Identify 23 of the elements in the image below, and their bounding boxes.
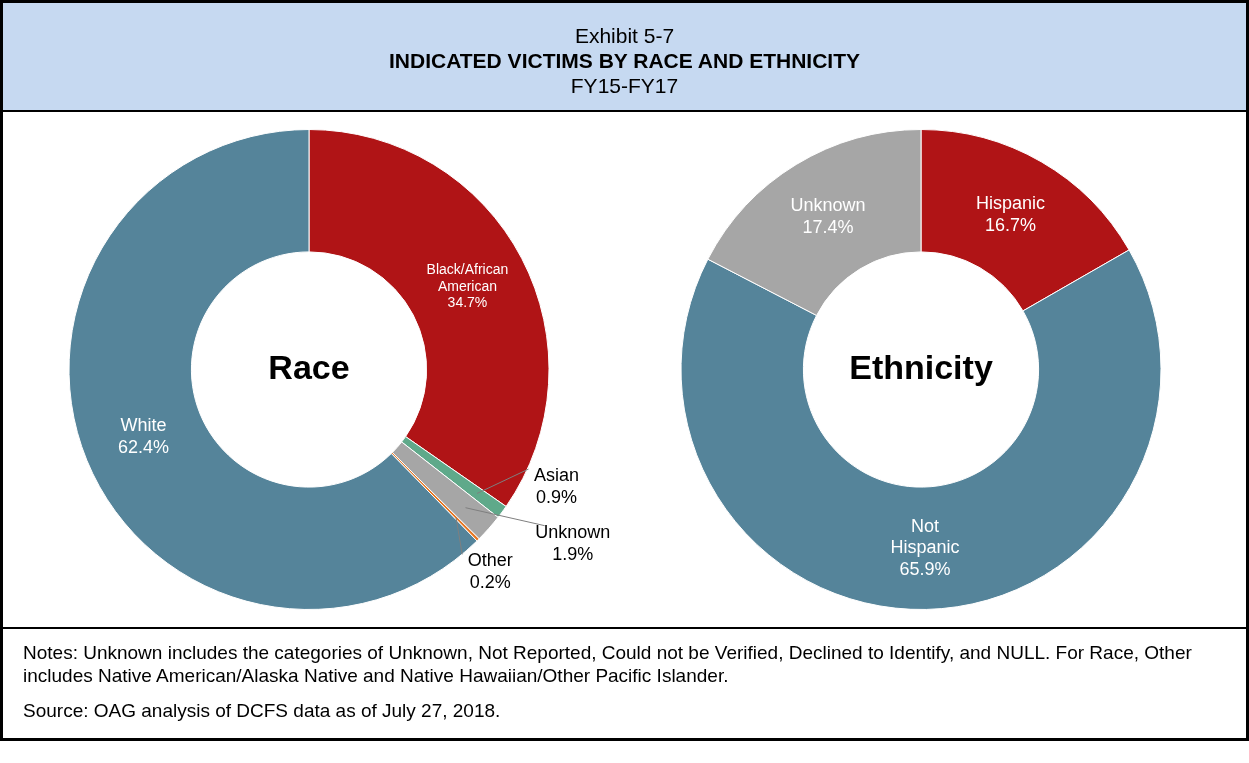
data-label: 0.9% bbox=[535, 487, 577, 508]
data-label: 16.7% bbox=[985, 214, 1037, 235]
slice-label: Hispanic bbox=[976, 192, 1046, 213]
slice-label: Other bbox=[467, 550, 513, 571]
data-label: 62.4% bbox=[117, 436, 169, 457]
text: INDICATED VICTIMS BY RACE AND ETHNICITY bbox=[388, 48, 861, 73]
text: FY15-FY17 bbox=[569, 73, 680, 98]
slice-label: White bbox=[120, 415, 167, 436]
text: Notes: Unknown includes the categories of Unknown, Not Reported, Could not be Verified, Declined to Identify, and NULL. For Race, Other includes Native American/Alaska Native and Native Hawaiian/Other Pacific Islander. bbox=[23, 641, 1193, 687]
text: Ethnicity bbox=[849, 347, 993, 386]
text: Exhibit 5-7 bbox=[573, 23, 676, 48]
slice-label: Not Hispanic bbox=[890, 515, 960, 558]
slice-label: Unknown bbox=[535, 521, 611, 542]
slice-label: Asian bbox=[533, 465, 579, 486]
data-label: 1.9% bbox=[552, 543, 594, 564]
text: Race bbox=[268, 347, 350, 386]
data-label: 0.2% bbox=[469, 572, 511, 593]
data-label: 65.9% bbox=[899, 558, 951, 579]
slice-label: Black/African American bbox=[426, 260, 509, 294]
data-label: 17.4% bbox=[802, 216, 854, 237]
slice-label: Unknown bbox=[790, 194, 866, 215]
data-label: 34.7% bbox=[447, 294, 488, 311]
source-note: Source: OAG analysis of DCFS data as of July 27, 2018. bbox=[23, 699, 502, 722]
